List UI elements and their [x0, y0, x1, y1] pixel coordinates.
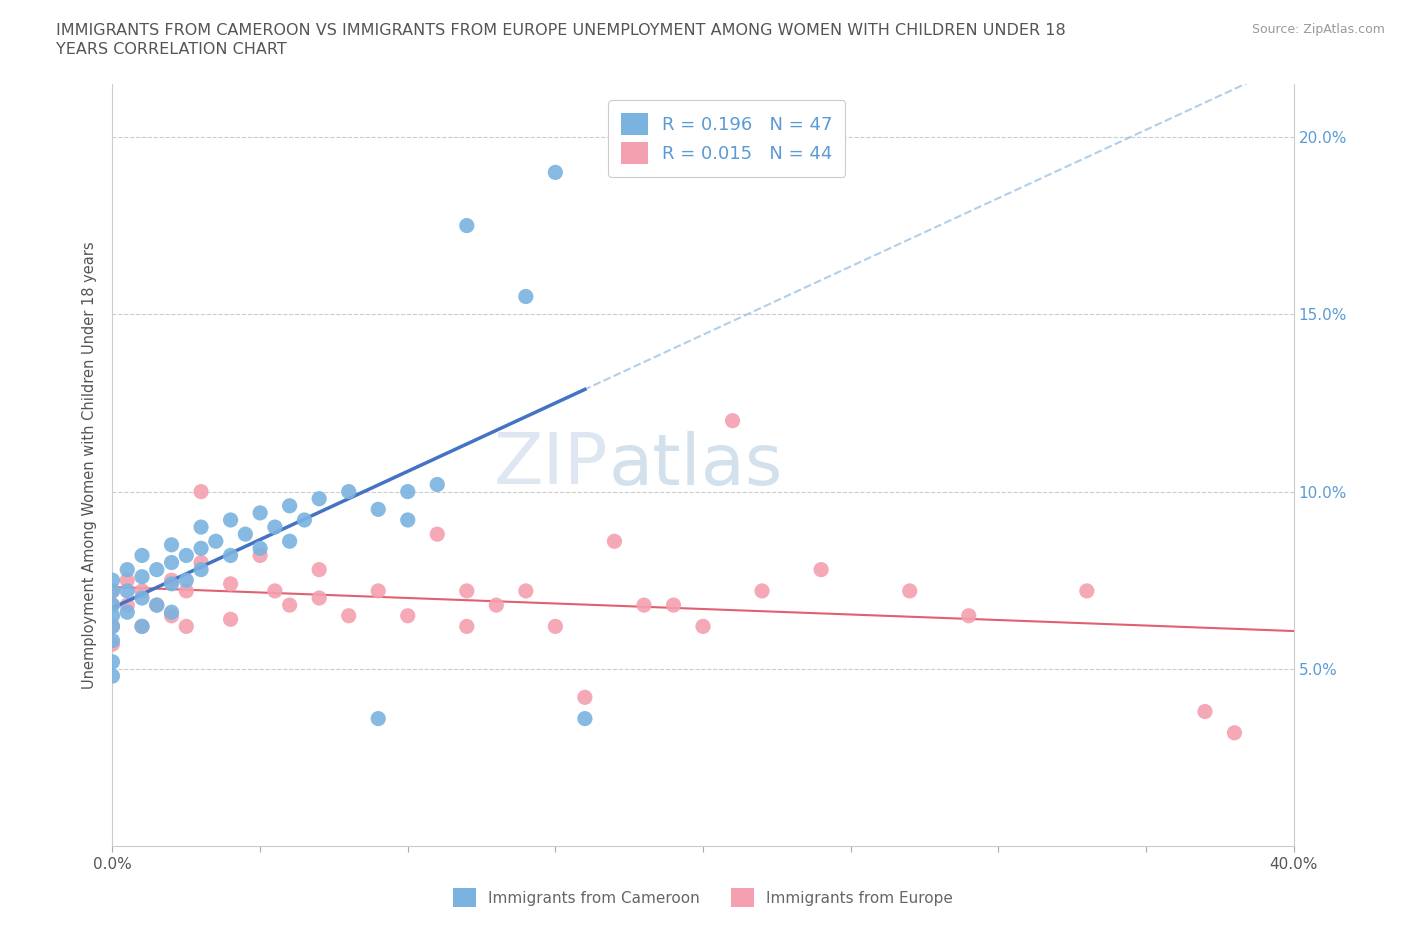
Point	[957, 608, 980, 623]
Point	[101, 583, 124, 598]
Point	[574, 690, 596, 705]
Point	[190, 555, 212, 570]
Point	[174, 548, 197, 563]
Point	[117, 598, 138, 613]
Text: Source: ZipAtlas.com: Source: ZipAtlas.com	[1251, 23, 1385, 36]
Point	[898, 583, 921, 598]
Point	[662, 598, 685, 613]
Point	[574, 711, 596, 726]
Point	[264, 520, 287, 535]
Text: YEARS CORRELATION CHART: YEARS CORRELATION CHART	[56, 42, 287, 57]
Point	[367, 583, 389, 598]
Point	[205, 534, 228, 549]
Point	[337, 485, 360, 499]
Point	[292, 512, 315, 527]
Point	[249, 541, 271, 556]
Point	[603, 534, 626, 549]
Point	[249, 505, 271, 520]
Point	[190, 541, 212, 556]
Y-axis label: Unemployment Among Women with Children Under 18 years: Unemployment Among Women with Children U…	[82, 241, 97, 689]
Point	[308, 591, 330, 605]
Point	[146, 598, 169, 613]
Point	[233, 526, 256, 541]
Point	[101, 669, 124, 684]
Point	[1223, 725, 1246, 740]
Point	[101, 619, 124, 634]
Point	[160, 604, 183, 619]
Point	[131, 569, 153, 584]
Text: IMMIGRANTS FROM CAMEROON VS IMMIGRANTS FROM EUROPE UNEMPLOYMENT AMONG WOMEN WITH: IMMIGRANTS FROM CAMEROON VS IMMIGRANTS F…	[56, 23, 1066, 38]
Point	[308, 491, 330, 506]
Point	[278, 598, 301, 613]
Point	[146, 563, 169, 578]
Point	[117, 563, 138, 578]
Point	[174, 619, 197, 634]
Point	[456, 619, 478, 634]
Point	[751, 583, 773, 598]
Point	[101, 598, 124, 613]
Point	[101, 637, 124, 652]
Point	[174, 583, 197, 598]
Point	[515, 583, 537, 598]
Point	[117, 583, 138, 598]
Point	[456, 583, 478, 598]
Point	[308, 563, 330, 578]
Point	[426, 526, 449, 541]
Legend: Immigrants from Cameroon, Immigrants from Europe: Immigrants from Cameroon, Immigrants fro…	[447, 883, 959, 913]
Point	[278, 534, 301, 549]
Point	[101, 573, 124, 588]
Point	[515, 289, 537, 304]
Point	[456, 219, 478, 233]
Point	[721, 413, 744, 428]
Point	[278, 498, 301, 513]
Point	[190, 520, 212, 535]
Point	[174, 573, 197, 588]
Point	[160, 608, 183, 623]
Point	[160, 538, 183, 552]
Point	[101, 583, 124, 598]
Point	[160, 577, 183, 591]
Point	[101, 619, 124, 634]
Point	[810, 563, 832, 578]
Point	[219, 612, 242, 627]
Point	[160, 555, 183, 570]
Point	[101, 608, 124, 623]
Point	[219, 548, 242, 563]
Point	[367, 711, 389, 726]
Point	[633, 598, 655, 613]
Point	[160, 573, 183, 588]
Point	[337, 608, 360, 623]
Point	[117, 604, 138, 619]
Point	[101, 598, 124, 613]
Point	[367, 502, 389, 517]
Text: atlas: atlas	[609, 431, 783, 499]
Point	[426, 477, 449, 492]
Point	[131, 619, 153, 634]
Point	[396, 485, 419, 499]
Point	[544, 619, 567, 634]
Text: ZIP: ZIP	[494, 431, 609, 499]
Point	[117, 573, 138, 588]
Point	[101, 633, 124, 648]
Point	[544, 165, 567, 179]
Point	[101, 655, 124, 670]
Point	[131, 548, 153, 563]
Point	[219, 512, 242, 527]
Point	[692, 619, 714, 634]
Point	[146, 598, 169, 613]
Point	[190, 485, 212, 499]
Point	[485, 598, 508, 613]
Point	[131, 583, 153, 598]
Point	[1194, 704, 1216, 719]
Point	[396, 608, 419, 623]
Point	[219, 577, 242, 591]
Point	[1076, 583, 1098, 598]
Point	[396, 512, 419, 527]
Legend: R = 0.196   N = 47, R = 0.015   N = 44: R = 0.196 N = 47, R = 0.015 N = 44	[607, 100, 845, 177]
Point	[264, 583, 287, 598]
Point	[190, 563, 212, 578]
Point	[131, 619, 153, 634]
Point	[249, 548, 271, 563]
Point	[131, 591, 153, 605]
